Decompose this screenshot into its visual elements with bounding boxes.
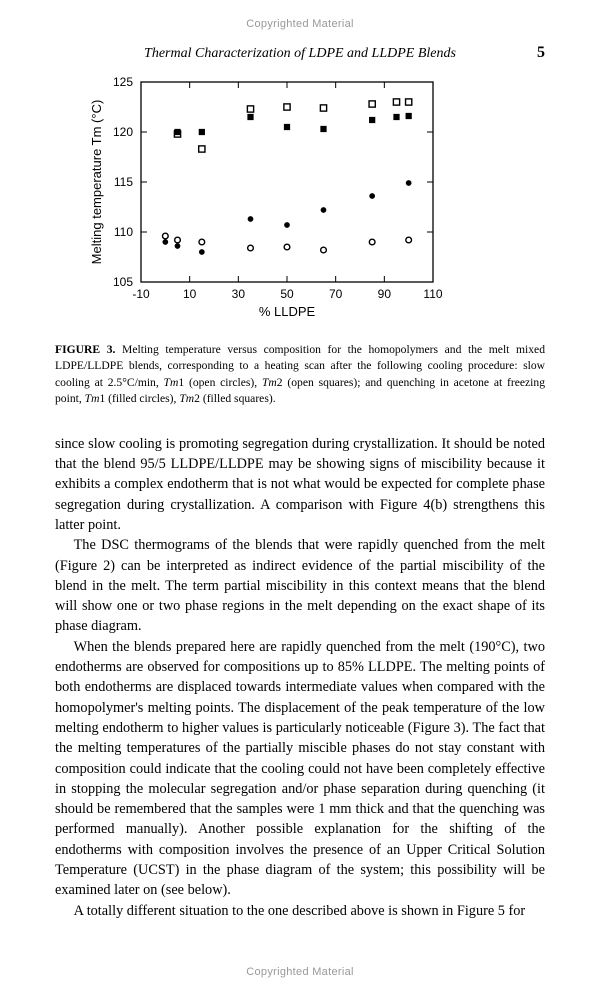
svg-text:Melting temperature Tm (°C): Melting temperature Tm (°C) xyxy=(89,100,104,265)
paragraph-3: When the blends prepared here are rapidl… xyxy=(55,637,545,901)
paragraph-2: The DSC thermograms of the blends that w… xyxy=(55,535,545,636)
running-head: Thermal Characterization of LDPE and LLD… xyxy=(55,44,545,62)
figure-3-chart: -10 10 30 50 70 90 110 105 110 115 120 125 % LLDPE Me… xyxy=(83,72,545,332)
caption-label: FIGURE 3. xyxy=(55,343,115,356)
svg-text:30: 30 xyxy=(232,287,246,301)
svg-text:-10: -10 xyxy=(132,287,150,301)
scatter-plot-svg: -10 10 30 50 70 90 110 105 110 115 120 125 % LLDPE Me… xyxy=(83,72,443,332)
svg-text:110: 110 xyxy=(423,287,442,301)
svg-text:70: 70 xyxy=(329,287,343,301)
svg-text:% LLDPE: % LLDPE xyxy=(259,304,316,319)
paragraph-1: since slow cooling is promoting segregat… xyxy=(55,434,545,535)
page: Copyrighted Material Thermal Characteriz… xyxy=(0,0,600,994)
svg-text:90: 90 xyxy=(378,287,392,301)
figure-3-caption: FIGURE 3. Melting temperature versus com… xyxy=(55,342,545,408)
caption-tm1a-suf: 1 (open circles), xyxy=(178,376,262,389)
caption-tm1b-suf: 1 (filled circles), xyxy=(99,392,179,405)
caption-tm2b-suf: 2 (filled squares). xyxy=(194,392,275,405)
page-number: 5 xyxy=(525,44,545,62)
caption-tm2a: Tm xyxy=(262,376,277,389)
body-text: since slow cooling is promoting segregat… xyxy=(55,434,545,921)
copyright-bottom: Copyrighted Material xyxy=(0,966,600,978)
svg-text:120: 120 xyxy=(113,125,133,139)
svg-text:115: 115 xyxy=(114,175,133,189)
caption-tm2b: Tm xyxy=(179,392,194,405)
svg-text:10: 10 xyxy=(183,287,197,301)
svg-text:50: 50 xyxy=(280,287,294,301)
paragraph-4: A totally different situation to the one… xyxy=(55,901,545,921)
running-title: Thermal Characterization of LDPE and LLD… xyxy=(75,46,525,62)
caption-tm1a: Tm xyxy=(164,376,179,389)
caption-tm1b: Tm xyxy=(85,392,100,405)
svg-text:110: 110 xyxy=(114,225,133,239)
svg-text:105: 105 xyxy=(113,275,133,289)
svg-text:125: 125 xyxy=(113,75,133,89)
copyright-top: Copyrighted Material xyxy=(55,18,545,30)
